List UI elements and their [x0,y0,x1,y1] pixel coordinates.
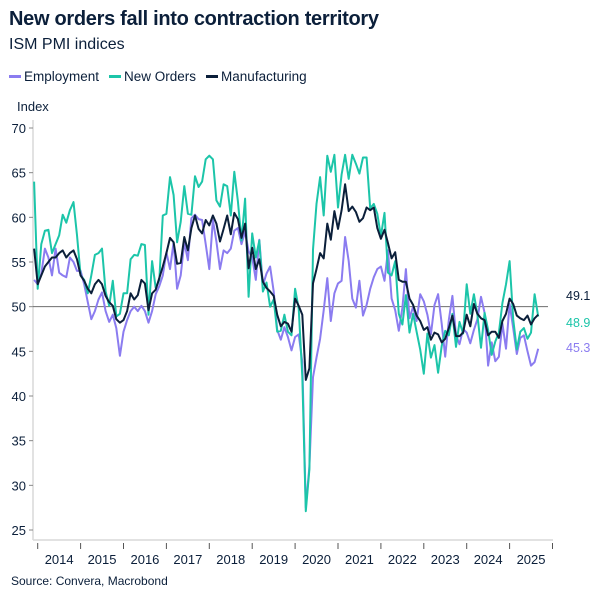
x-tick-label: 2023 [431,552,460,567]
y-tick-label: 40 [12,389,26,404]
x-tick-label: 2024 [474,552,503,567]
legend-item-employment: Employment [9,69,99,84]
last-value-label-manufacturing: 49.1 [566,289,590,303]
legend-label-employment: Employment [24,69,100,84]
y-tick-label: 35 [12,434,26,449]
series-line-employment [33,213,540,509]
x-tick-label: 2019 [259,552,288,567]
chart-title: New orders fall into contraction territo… [9,8,379,30]
y-tick-label: 55 [12,255,26,270]
legend-swatch-employment [9,75,21,78]
series-line-manufacturing [33,183,539,381]
legend-swatch-manufacturing [206,75,219,78]
x-tick-label: 2025 [517,552,546,567]
legend: Employment New Orders Manufacturing [9,69,307,84]
x-tick-label: 2022 [388,552,417,567]
y-axis-label: Index [17,99,49,114]
legend-label-manufacturing: Manufacturing [221,69,307,84]
last-value-label-employment: 45.3 [566,341,590,355]
legend-label-new-orders: New Orders [124,69,197,84]
x-tick-label: 2018 [216,552,245,567]
legend-swatch-new-orders [109,75,122,78]
x-tick-label: 2021 [345,552,374,567]
y-tick-label: 65 [12,166,26,181]
y-tick-label: 25 [12,523,26,538]
last-value-label-new-orders: 48.9 [566,316,590,330]
y-tick-label: 30 [12,478,26,493]
x-tick-label: 2020 [302,552,331,567]
y-tick-label: 45 [12,344,26,359]
x-tick-label: 2014 [45,552,74,567]
x-tick-label: 2015 [88,552,117,567]
source-note: Source: Convera, Macrobond [11,574,168,588]
chart-subtitle: ISM PMI indices [9,36,125,53]
x-tick-label: 2016 [130,552,159,567]
y-tick-label: 50 [12,300,26,315]
legend-item-manufacturing: Manufacturing [206,69,307,84]
y-tick-label: 60 [12,210,26,225]
x-tick-label: 2017 [173,552,202,567]
legend-item-new-orders: New Orders [109,69,196,84]
y-tick-label: 70 [12,121,26,136]
